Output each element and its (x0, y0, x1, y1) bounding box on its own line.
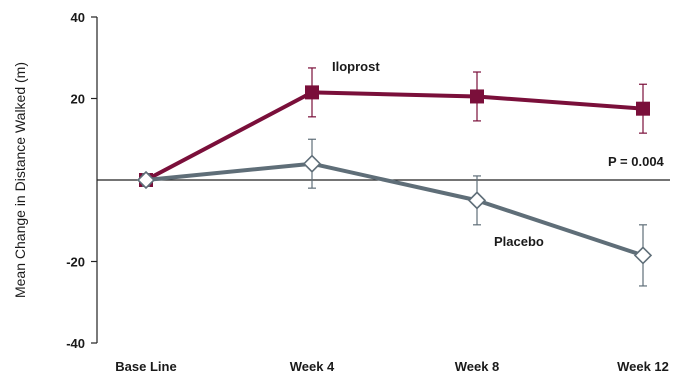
y-tick-label: 20 (71, 92, 85, 107)
y-tick-label: 40 (71, 10, 85, 25)
series-iloprost (139, 67, 650, 187)
series-placebo (136, 138, 653, 287)
x-tick-label: Week 12 (617, 359, 669, 374)
data-point (136, 170, 156, 190)
series-label-iloprost: Iloprost (332, 59, 380, 74)
data-point (467, 191, 487, 210)
data-point (633, 246, 653, 265)
data-point (636, 101, 650, 116)
data-point (302, 154, 322, 173)
y-tick-label: -40 (66, 336, 85, 351)
x-tick-label: Week 4 (290, 359, 335, 374)
y-axis-title: Mean Change in Distance Walked (m) (12, 62, 28, 298)
series-layer (136, 67, 653, 287)
x-tick-label: Week 8 (455, 359, 500, 374)
x-tick-label: Base Line (115, 359, 176, 374)
y-tick-label: -20 (66, 255, 85, 270)
series-line (145, 161, 644, 258)
series-label-placebo: Placebo (494, 234, 544, 249)
data-point (305, 85, 319, 100)
data-point (470, 89, 484, 104)
series-line (145, 90, 644, 182)
p-value-annotation: P = 0.004 (608, 154, 665, 169)
axes: 40 20 -20 -40 Base Line Week 4 Week 8 Week 12 (66, 10, 670, 374)
